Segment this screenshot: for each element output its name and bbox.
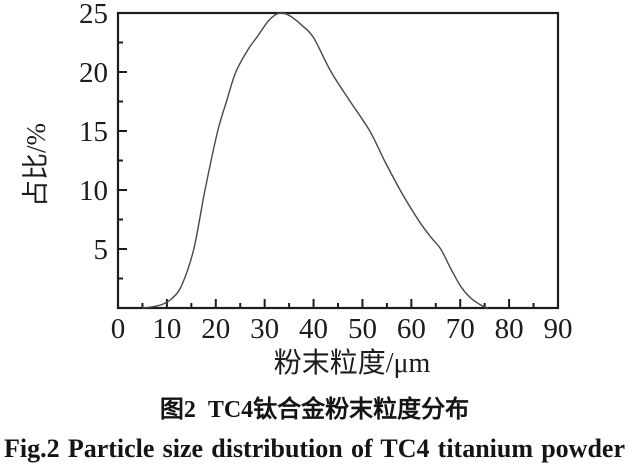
x-tick-label: 10 xyxy=(152,313,181,345)
y-axis-title: 占比/% xyxy=(21,123,51,207)
x-tick-label: 90 xyxy=(544,313,573,345)
caption-english: Fig.2 Particle size distribution of TC4 … xyxy=(4,434,625,463)
particle-size-distribution-chart: 0 10 20 30 40 50 60 70 80 90 5 10 15 20 25 粉末粒度/μm 占比/% xyxy=(21,0,573,379)
caption-chinese: 图2 TC4钛合金粉末粒度分布 xyxy=(159,397,470,423)
x-axis-title: 粉末粒度/μm xyxy=(274,347,431,379)
x-tick-label: 40 xyxy=(299,313,328,345)
x-tick-label: 80 xyxy=(495,313,524,345)
x-tick-label: 60 xyxy=(397,313,426,345)
y-tick-label: 15 xyxy=(79,116,108,148)
y-tick-label: 25 xyxy=(79,0,108,30)
y-tick-label: 10 xyxy=(79,175,108,207)
x-tick-label: 20 xyxy=(201,313,230,345)
axis-frame xyxy=(116,11,560,310)
x-tick-label: 0 xyxy=(111,313,126,345)
y-tick-label: 5 xyxy=(94,234,109,266)
y-tick-label: 20 xyxy=(79,57,108,89)
x-tick-label: 70 xyxy=(446,313,475,345)
x-tick-label: 50 xyxy=(348,313,377,345)
x-tick-label: 30 xyxy=(250,313,279,345)
distribution-curve xyxy=(141,12,488,309)
